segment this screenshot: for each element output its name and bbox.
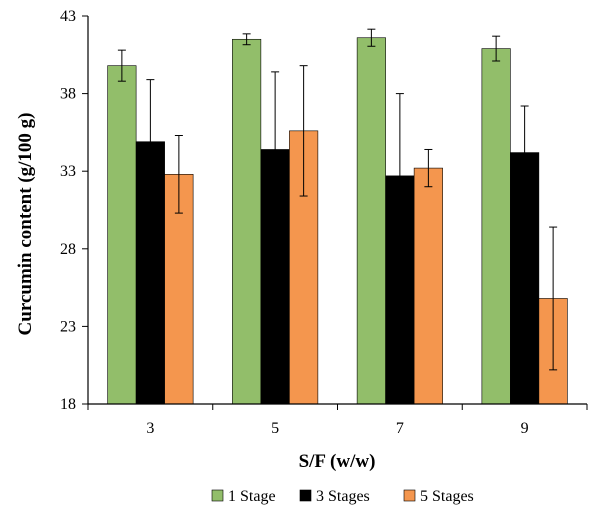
error-bar-5-stages-sf-9 (549, 226, 558, 371)
error-bar-1-stage-sf-9 (492, 35, 501, 62)
error-bar-1-stage-sf-3 (117, 49, 126, 82)
x-tick-label: 7 (396, 420, 404, 437)
x-tick-label: 3 (146, 420, 154, 437)
y-tick-label: 38 (60, 86, 76, 103)
x-tick-label: 5 (271, 420, 279, 437)
error-bar-3-stages-sf-3 (146, 79, 155, 205)
bars-layer (107, 37, 568, 405)
legend-swatch (211, 489, 224, 502)
error-bar-1-stage-sf-5 (242, 33, 251, 46)
y-tick-label: 43 (60, 8, 76, 25)
y-tick-label: 33 (60, 163, 76, 180)
y-tick-labels: 18 23 28 33 38 43 (60, 8, 76, 413)
legend: 1 Stage 3 Stages 5 Stages (211, 488, 474, 505)
legend-label: 5 Stages (420, 488, 474, 505)
bar-5-stages-sf-7 (413, 167, 443, 405)
y-tick-label: 28 (60, 241, 76, 258)
x-axis-title: S/F (w/w) (299, 451, 376, 472)
legend-item-5-stages: 5 Stages (403, 488, 474, 505)
legend-swatch (403, 489, 416, 502)
error-bar-3-stages-sf-5 (271, 71, 280, 228)
bar-1-stage-sf-7 (356, 37, 386, 405)
bar-1-stage-sf-5 (232, 38, 262, 405)
error-bars-layer (117, 28, 558, 371)
legend-item-1-stage: 1 Stage (211, 488, 276, 505)
error-bar-5-stages-sf-7 (424, 148, 433, 188)
legend-swatch (299, 489, 312, 502)
legend-item-3-stages: 3 Stages (299, 488, 370, 505)
x-tick-label: 9 (521, 420, 529, 437)
error-bar-3-stages-sf-9 (520, 105, 529, 200)
legend-label: 3 Stages (316, 488, 370, 505)
error-bar-1-stage-sf-7 (367, 28, 376, 47)
error-bar-5-stages-sf-5 (299, 65, 308, 197)
y-tick-label: 18 (60, 396, 76, 413)
error-bar-3-stages-sf-7 (395, 93, 404, 259)
error-bar-5-stages-sf-3 (174, 135, 183, 214)
legend-label: 1 Stage (228, 488, 276, 505)
axes-layer (82, 15, 588, 410)
bar-1-stage-sf-9 (481, 48, 511, 405)
y-tick-label: 23 (60, 318, 76, 335)
x-tick-labels: 3 5 7 9 (146, 420, 528, 437)
y-axis-title: Curcumin content (g/100 g) (15, 113, 36, 336)
bar-1-stage-sf-3 (107, 65, 137, 405)
